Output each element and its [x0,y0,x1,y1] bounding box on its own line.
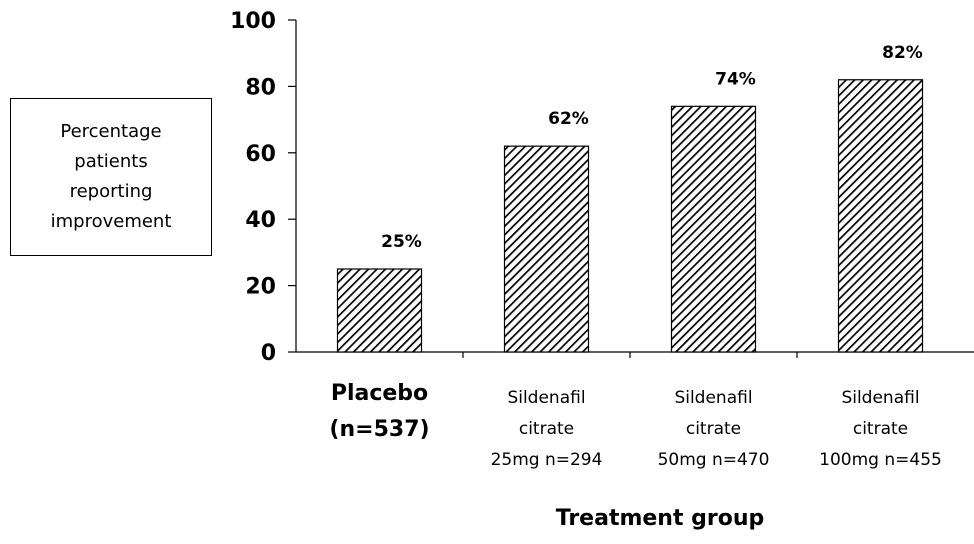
y-tick-label: 80 [245,75,276,100]
x-category-label: Sildenafil citrate 25mg n=294 [462,383,632,476]
x-category-label-line: Sildenafil [674,388,753,408]
y-axis-label-line: reporting [69,181,153,202]
y-axis-label-line: Percentage [60,121,162,142]
y-axis-label-line: improvement [50,211,172,232]
data-label: 62% [548,109,589,129]
bar [503,145,590,353]
x-category-label-line: 50mg n=470 [657,450,770,470]
x-category-label-line: 25mg n=294 [490,450,603,470]
x-category-label: Sildenafil citrate 50mg n=470 [629,383,799,476]
bar [336,268,423,353]
x-category-label-line: citrate [518,419,575,439]
x-axis-label: Treatment group [555,506,765,531]
bar [837,79,924,353]
x-category-label: Sildenafil citrate 100mg n=455 [796,383,966,476]
bar [670,105,757,353]
y-axis-label-line: patients [74,151,148,172]
y-tick-label: 0 [261,341,276,366]
x-category-label-line: (n=537) [329,417,430,442]
x-category-label-line: Sildenafil [841,388,920,408]
data-label: 25% [381,232,422,252]
x-category-label-line: Sildenafil [507,388,586,408]
x-category-label-line: 100mg n=455 [819,450,942,470]
data-label: 82% [882,43,923,63]
y-tick-label: 60 [245,142,276,167]
y-axis-label-box: Percentage patients reporting improvement [10,98,212,256]
y-axis-label: Percentage patients reporting improvement [51,117,172,237]
y-tick-label: 20 [245,275,276,300]
x-category-label-line: citrate [852,419,909,439]
data-label: 74% [715,69,756,89]
x-category-label-line: citrate [685,419,742,439]
x-category-label-line: Placebo [330,381,429,406]
x-category-label: Placebo (n=537) [295,376,465,448]
y-tick-label: 40 [245,208,276,233]
y-tick-label: 100 [230,9,276,34]
